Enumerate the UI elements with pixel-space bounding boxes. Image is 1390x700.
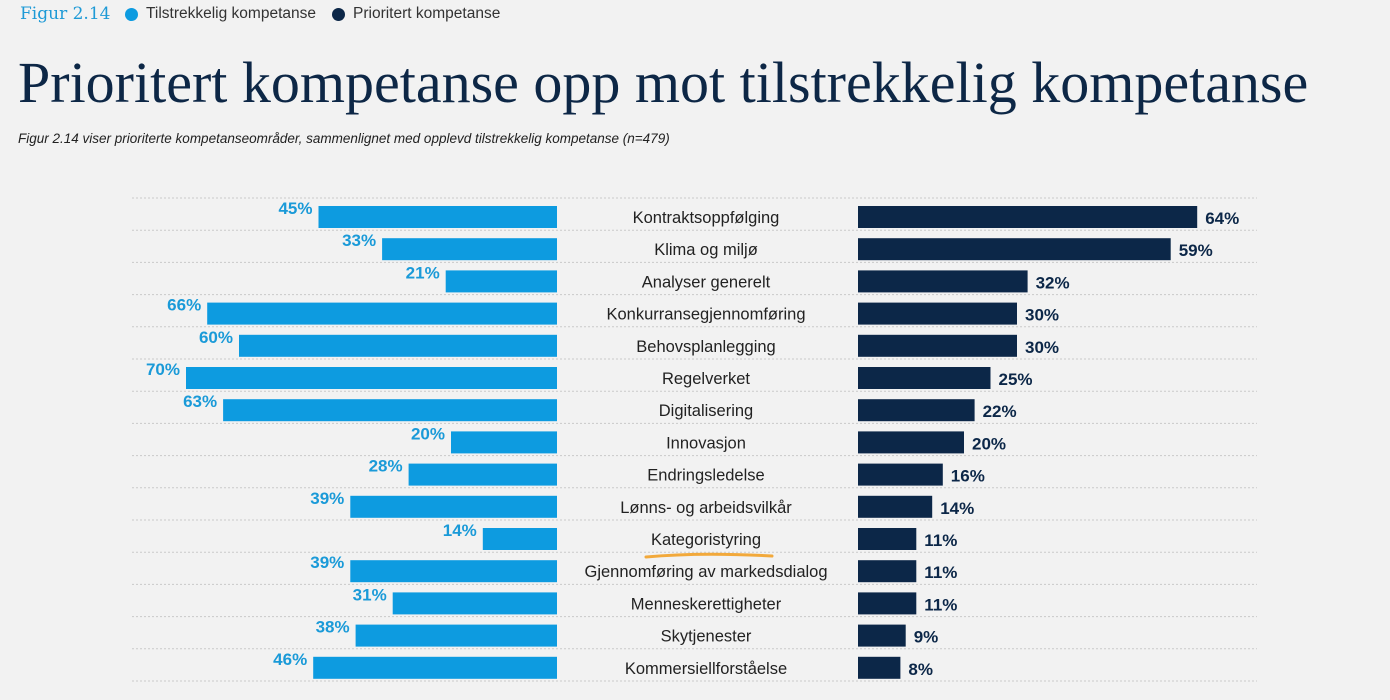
value-label-prioritert: 30% [1025, 338, 1059, 357]
value-label-tilstrekkelig: 20% [411, 424, 445, 443]
value-label-prioritert: 22% [983, 402, 1017, 421]
value-label-prioritert: 11% [924, 531, 957, 550]
bar-tilstrekkelig [223, 399, 557, 422]
bar-prioritert [858, 656, 901, 679]
bar-prioritert [858, 270, 1028, 293]
bar-tilstrekkelig [382, 238, 557, 261]
chart-header: Figur 2.14 Tilstrekkelig kompetanse Prio… [0, 0, 1390, 160]
bar-tilstrekkelig [350, 495, 557, 518]
value-label-tilstrekkelig: 21% [406, 263, 440, 282]
value-label-prioritert: 8% [908, 660, 933, 679]
value-label-prioritert: 11% [924, 595, 957, 614]
bar-prioritert [858, 334, 1017, 357]
legend-dot-prioritert [332, 7, 345, 21]
chart-subtitle: Figur 2.14 viser prioriterte kompetanseo… [18, 131, 670, 146]
bar-tilstrekkelig [451, 431, 557, 454]
bar-prioritert [858, 463, 943, 486]
bar-prioritert [858, 302, 1017, 325]
highlight-underline [644, 552, 774, 559]
category-label: Digitalisering [659, 402, 753, 420]
value-label-prioritert: 30% [1025, 306, 1059, 325]
bar-tilstrekkelig [207, 302, 557, 325]
category-label: Konkurransegjennomføring [606, 306, 805, 324]
value-label-prioritert: 59% [1179, 241, 1213, 260]
figure-label: Figur 2.14 [20, 4, 111, 24]
bar-prioritert [858, 624, 906, 647]
value-label-tilstrekkelig: 63% [183, 392, 217, 411]
bar-prioritert [858, 560, 917, 583]
category-label: Endringsledelse [647, 467, 764, 485]
value-label-tilstrekkelig: 46% [273, 650, 307, 669]
bar-prioritert [858, 592, 917, 615]
category-label: Skytjenester [661, 628, 752, 646]
value-label-tilstrekkelig: 14% [443, 521, 477, 540]
category-label: Regelverket [662, 370, 750, 388]
bar-tilstrekkelig [239, 334, 557, 357]
value-label-prioritert: 20% [972, 434, 1006, 453]
bar-prioritert [858, 238, 1171, 261]
legend-label-tilstrekkelig: Tilstrekkelig kompetanse [146, 5, 316, 22]
category-label: Analyser generelt [642, 273, 771, 291]
value-label-tilstrekkelig: 31% [353, 585, 387, 604]
category-label: Klima og miljø [654, 241, 758, 259]
bar-prioritert [858, 206, 1198, 228]
category-label: Kommersiellforståelse [625, 660, 787, 678]
value-label-tilstrekkelig: 66% [167, 296, 201, 315]
value-label-prioritert: 11% [924, 563, 957, 582]
bar-tilstrekkelig [355, 624, 557, 647]
value-label-tilstrekkelig: 38% [316, 618, 350, 637]
value-label-tilstrekkelig: 39% [310, 553, 344, 572]
legend-dot-tilstrekkelig [125, 7, 138, 21]
legend-label-prioritert: Prioritert kompetanse [353, 5, 501, 22]
value-label-tilstrekkelig: 60% [199, 328, 233, 347]
value-label-prioritert: 9% [914, 628, 939, 647]
bar-prioritert [858, 495, 933, 518]
value-label-prioritert: 25% [999, 370, 1033, 389]
value-label-prioritert: 14% [940, 499, 974, 518]
bar-tilstrekkelig [186, 367, 557, 389]
bar-prioritert [858, 528, 917, 550]
bar-tilstrekkelig [482, 528, 557, 550]
category-label: Kategoristyring [651, 531, 761, 549]
chart-title: Prioritert kompetanse opp mot tilstrekke… [18, 50, 1309, 115]
bar-tilstrekkelig [392, 592, 557, 615]
bar-tilstrekkelig [350, 560, 557, 583]
value-label-tilstrekkelig: 33% [342, 231, 376, 250]
bar-tilstrekkelig [445, 270, 557, 293]
bar-prioritert [858, 399, 975, 422]
bar-tilstrekkelig [313, 656, 557, 679]
value-label-tilstrekkelig: 45% [278, 199, 312, 218]
legend-item-prioritert: Prioritert kompetanse [332, 5, 500, 23]
bar-tilstrekkelig [408, 463, 557, 486]
bar-prioritert [858, 367, 991, 389]
category-label: Menneskerettigheter [631, 595, 782, 613]
category-label: Kontraktsoppfølging [633, 209, 780, 227]
value-label-tilstrekkelig: 39% [310, 489, 344, 508]
bar-prioritert [858, 431, 964, 454]
legend: Tilstrekkelig kompetanse Prioritert komp… [125, 5, 516, 23]
value-label-prioritert: 16% [951, 467, 985, 486]
value-label-tilstrekkelig: 28% [369, 457, 403, 476]
value-label-tilstrekkelig: 70% [146, 360, 180, 379]
value-label-prioritert: 32% [1036, 273, 1070, 292]
category-label: Innovasjon [666, 434, 746, 452]
category-label: Lønns- og arbeidsvilkår [620, 499, 792, 517]
category-label: Behovsplanlegging [636, 338, 775, 356]
category-label: Gjennomføring av markedsdialog [584, 563, 827, 581]
bar-tilstrekkelig [318, 206, 557, 228]
legend-item-tilstrekkelig: Tilstrekkelig kompetanse [125, 5, 316, 23]
value-label-prioritert: 64% [1205, 209, 1239, 228]
